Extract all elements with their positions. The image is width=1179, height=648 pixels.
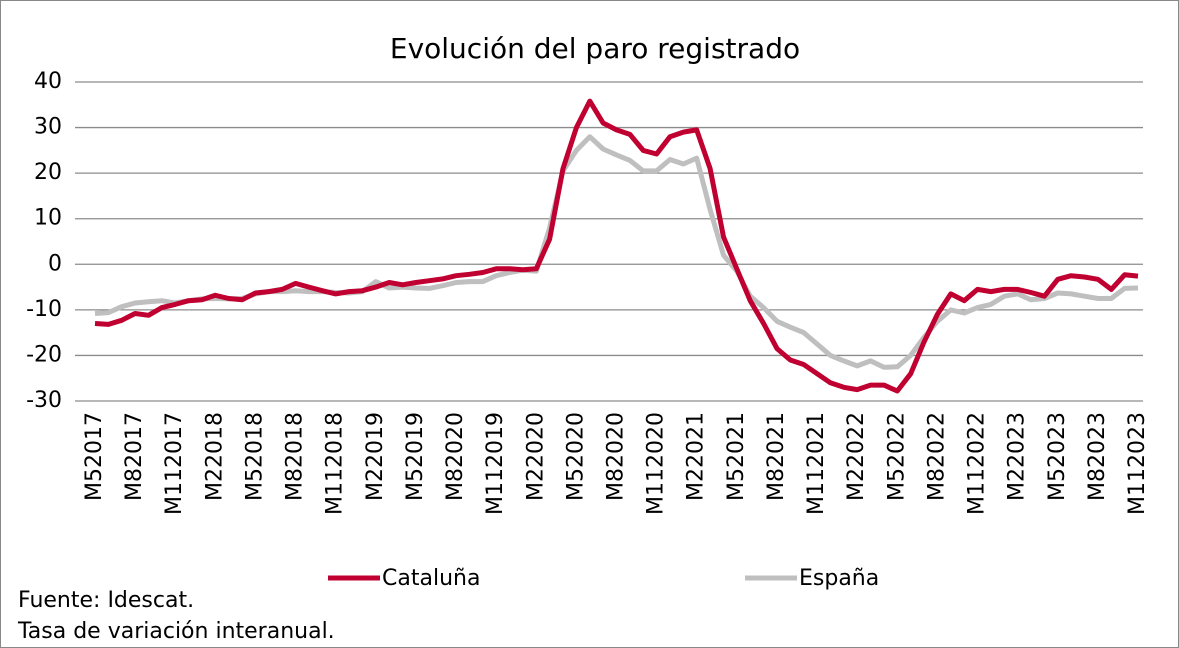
- x-tick-label: M52021: [724, 412, 749, 501]
- x-tick-label: M22021: [684, 412, 709, 501]
- x-tick-label: M112021: [804, 412, 829, 515]
- x-tick-label: M52019: [403, 412, 428, 501]
- y-tick-label: 0: [48, 251, 62, 276]
- x-tick-label: M112022: [965, 412, 990, 515]
- note: Tasa de variación interanual.: [17, 619, 335, 644]
- x-tick-label: M52023: [1045, 412, 1070, 501]
- x-tick-label: M22023: [1005, 412, 1030, 501]
- x-tick-label: M22018: [202, 412, 227, 501]
- x-tick-label: M112023: [1125, 412, 1150, 515]
- x-tick-label: M22022: [844, 412, 869, 501]
- y-tick-label: -30: [26, 388, 62, 413]
- line: [94, 98, 1139, 394]
- x-tick-label: M52017: [82, 412, 107, 501]
- y-tick-label: 20: [34, 160, 62, 185]
- y-tick-label: -10: [26, 297, 62, 322]
- y-tick-label: -20: [26, 342, 62, 367]
- legend-label: Cataluña: [382, 566, 480, 591]
- x-tick-label: M112017: [162, 412, 187, 515]
- x-tick-label: M82023: [1085, 412, 1110, 501]
- y-tick-label: 40: [34, 69, 62, 94]
- legend-label: España: [799, 566, 879, 591]
- x-tick-label: M52018: [242, 412, 267, 501]
- x-tick-label: M112020: [644, 412, 669, 515]
- x-tick-label: M22019: [363, 412, 388, 501]
- x-tick-label: M52020: [563, 412, 588, 501]
- x-tick-label: M52022: [884, 412, 909, 501]
- x-tick-label: M82020: [443, 412, 468, 501]
- x-tick-label: M112018: [323, 412, 348, 515]
- x-tick-label: M82020: [604, 412, 629, 501]
- x-tick-label: M82018: [283, 412, 308, 501]
- y-tick-label: 30: [34, 115, 62, 140]
- y-tick-label: 10: [34, 206, 62, 231]
- x-tick-label: M82017: [122, 412, 147, 501]
- chart-title: Evolución del paro registrado: [390, 32, 800, 65]
- x-tick-label: M22020: [523, 412, 548, 501]
- x-tick-label: M82022: [924, 412, 949, 501]
- note: Fuente: Idescat.: [18, 588, 194, 613]
- x-tick-label: M112019: [483, 412, 508, 515]
- x-tick-label: M82021: [764, 412, 789, 501]
